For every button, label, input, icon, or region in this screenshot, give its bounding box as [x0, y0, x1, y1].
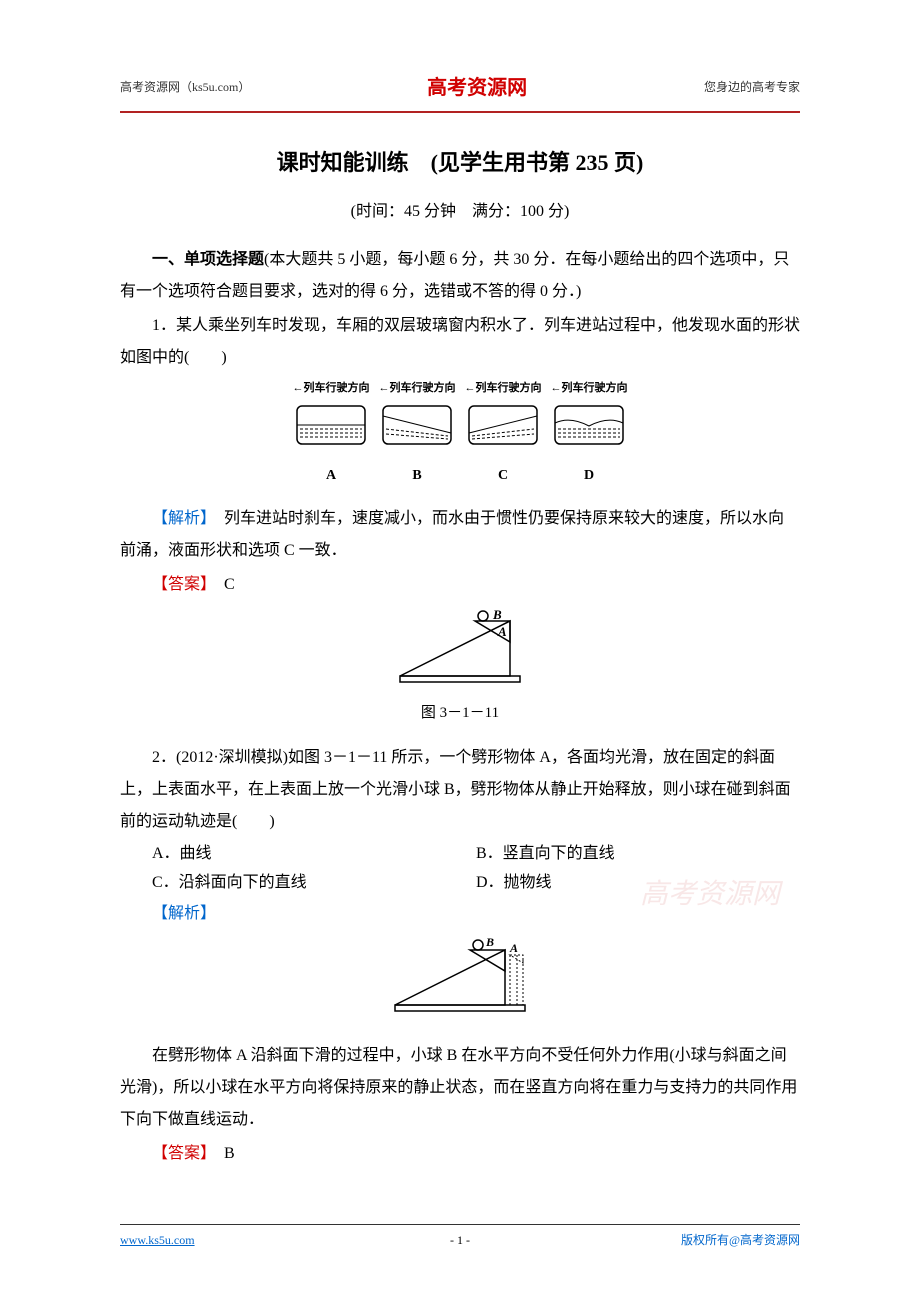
water-shape-b-icon [378, 401, 456, 449]
q2-analysis-text: 在劈形物体 A 沿斜面下滑的过程中，小球 B 在水平方向不受任何外力作用(小球与… [120, 1040, 800, 1136]
arrow-label-c: ←列车行驶方向 [464, 379, 542, 399]
q1-diagram-b: ←列车行驶方向 B [378, 379, 456, 488]
q1-diagram-d: ←列车行驶方向 D [550, 379, 628, 488]
options-row-1: A．曲线 B．竖直向下的直线 [152, 840, 800, 869]
label-a-text: A [497, 624, 507, 639]
q1-answer-text: C [208, 576, 235, 593]
content-body: 一、单项选择题(本大题共 5 小题，每小题 6 分，共 30 分．在每小题给出的… [120, 244, 800, 1170]
q1-diagram-c: ←列车行驶方向 C [464, 379, 542, 488]
water-shape-a-icon [292, 401, 370, 449]
q1-diagram-row: ←列车行驶方向 A ←列车行驶方向 [120, 379, 800, 488]
page-header: 高考资源网（ks5u.com） 高考资源网 您身边的高考专家 [120, 70, 800, 113]
q2-analysis-label-line: 【解析】 [120, 898, 800, 930]
water-shape-d-icon [550, 401, 628, 449]
analysis-label-2: 【解析】 [152, 905, 216, 922]
option-b: B．竖直向下的直线 [476, 840, 800, 869]
analysis-label: 【解析】 [152, 510, 208, 527]
q2-options: A．曲线 B．竖直向下的直线 C．沿斜面向下的直线 D．抛物线 [152, 840, 800, 898]
q2-answer-text: B [208, 1145, 235, 1162]
footer-url: www.ks5u.com [120, 1230, 195, 1252]
q2-figure: B A 图 3－1－11 [120, 606, 800, 727]
answer-label-2: 【答案】 [152, 1145, 208, 1162]
q2-analysis-figure: B A [120, 935, 800, 1026]
section-heading-bold: 一、单项选择题 [152, 251, 264, 268]
water-shape-c-icon [464, 401, 542, 449]
wedge-analysis-icon: B A [385, 935, 535, 1015]
q1-analysis-text: 列车进站时刹车，速度减小，而水由于惯性仍要保持原来较大的速度，所以水向前涌，液面… [120, 510, 784, 559]
page-container: 高考资源网（ks5u.com） 高考资源网 您身边的高考专家 课时知能训练 (见… [0, 0, 920, 1302]
q1-answer: 【答案】 C [120, 569, 800, 601]
document-title: 课时知能训练 (见学生用书第 235 页) [120, 143, 800, 183]
header-right-text: 您身边的高考专家 [704, 77, 800, 99]
option-label-a: A [292, 463, 370, 488]
label-b2-text: B [485, 935, 494, 949]
section-1-heading: 一、单项选择题(本大题共 5 小题，每小题 6 分，共 30 分．在每小题给出的… [120, 244, 800, 308]
q1-stem: 1．某人乘坐列车时发现，车厢的双层玻璃窗内积水了．列车进站过程中，他发现水面的形… [120, 310, 800, 374]
arrow-label-d: ←列车行驶方向 [550, 379, 628, 399]
option-c: C．沿斜面向下的直线 [152, 869, 476, 898]
options-row-2: C．沿斜面向下的直线 D．抛物线 [152, 869, 800, 898]
document-subtitle: (时间：45 分钟 满分：100 分) [120, 198, 800, 227]
wedge-diagram-icon: B A [390, 606, 530, 686]
footer-page-number: - 1 - [450, 1230, 470, 1252]
q2-answer: 【答案】 B [120, 1138, 800, 1170]
q1-diagram-a: ←列车行驶方向 A [292, 379, 370, 488]
header-left-text: 高考资源网（ks5u.com） [120, 77, 250, 99]
page-footer: www.ks5u.com - 1 - 版权所有@高考资源网 [120, 1224, 800, 1252]
option-label-b: B [378, 463, 456, 488]
arrow-label-a: ←列车行驶方向 [292, 379, 370, 399]
option-label-d: D [550, 463, 628, 488]
label-a2-text: A [509, 941, 518, 955]
q1-analysis: 【解析】 列车进站时刹车，速度减小，而水由于惯性仍要保持原来较大的速度，所以水向… [120, 503, 800, 567]
option-a: A．曲线 [152, 840, 476, 869]
header-center-logo: 高考资源网 [427, 70, 527, 106]
label-b-text: B [492, 607, 502, 622]
arrow-label-b: ←列车行驶方向 [378, 379, 456, 399]
option-label-c: C [464, 463, 542, 488]
q2-stem: 2．(2012·深圳模拟)如图 3－1－11 所示，一个劈形物体 A，各面均光滑… [120, 742, 800, 838]
footer-copyright: 版权所有@高考资源网 [681, 1230, 800, 1252]
q1-diagram: ←列车行驶方向 A ←列车行驶方向 [120, 379, 800, 488]
answer-label: 【答案】 [152, 576, 208, 593]
option-d: D．抛物线 [476, 869, 800, 898]
q2-figure-caption: 图 3－1－11 [120, 700, 800, 727]
